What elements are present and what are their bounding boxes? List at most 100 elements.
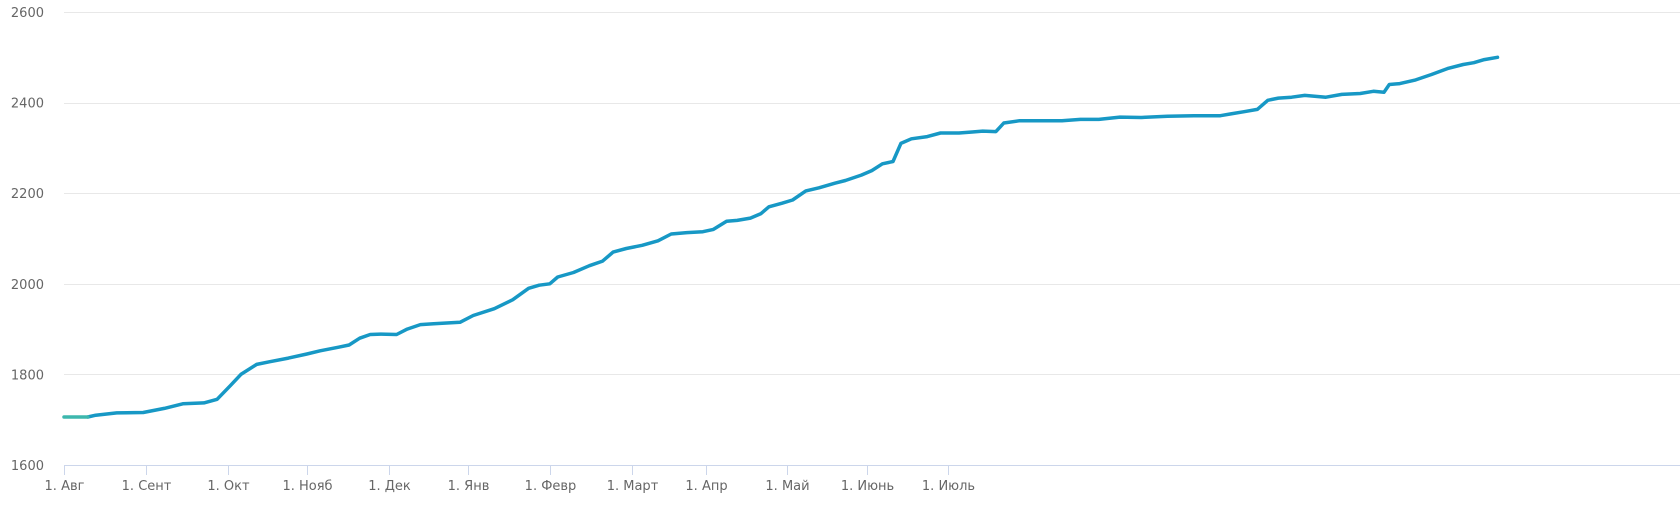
data-point: [980, 128, 986, 134]
series: [61, 54, 1501, 420]
x-tick-label: 1. Июнь: [841, 479, 894, 494]
data-point: [114, 410, 120, 416]
data-point: [201, 400, 207, 406]
data-point: [526, 285, 532, 291]
data-point: [1481, 57, 1487, 63]
data-point: [1495, 54, 1501, 60]
data-point: [317, 348, 323, 354]
data-point: [85, 414, 91, 420]
data-point: [1191, 113, 1197, 119]
data-point: [1460, 62, 1466, 68]
data-point: [140, 410, 146, 416]
data-point: [1397, 81, 1403, 87]
x-tick-label: 1. Апр: [685, 479, 727, 494]
data-point: [1165, 113, 1171, 119]
data-point: [1254, 106, 1260, 112]
data-point: [547, 281, 553, 287]
x-tick-label: 1. Сент: [122, 479, 172, 494]
data-point: [908, 136, 914, 142]
data-point: [858, 172, 864, 178]
data-point: [869, 168, 875, 174]
y-tick-label: 2000: [11, 278, 44, 293]
data-point: [1386, 82, 1392, 88]
data-point: [357, 335, 363, 341]
data-point: [938, 130, 944, 136]
data-point: [1077, 116, 1083, 122]
data-point: [457, 319, 463, 325]
data-point: [394, 332, 400, 338]
data-point: [790, 197, 796, 203]
data-point: [766, 204, 772, 210]
data-point: [1059, 118, 1065, 124]
data-point: [655, 238, 661, 244]
data-point: [684, 230, 690, 236]
y-tick-label: 2600: [11, 6, 44, 21]
data-point: [555, 274, 561, 280]
data-point: [586, 263, 592, 269]
data-point: [61, 414, 67, 420]
data-point: [710, 226, 716, 232]
data-point: [404, 326, 410, 332]
data-point: [816, 185, 822, 191]
x-tick-label: 1. Дек: [368, 479, 411, 494]
data-point: [417, 322, 423, 328]
data-point: [1228, 111, 1234, 117]
data-point: [1241, 109, 1247, 115]
data-point: [898, 140, 904, 146]
data-point: [1429, 72, 1435, 78]
data-point: [367, 332, 373, 338]
data-point: [1038, 118, 1044, 124]
data-point: [842, 178, 848, 184]
y-tick-label: 1800: [11, 368, 44, 383]
data-point: [1117, 114, 1123, 120]
data-point: [214, 396, 220, 402]
data-point: [536, 282, 542, 288]
x-tick-label: 1. Февр: [525, 479, 577, 494]
data-point: [600, 258, 606, 264]
data-point: [623, 246, 629, 252]
data-point: [747, 215, 753, 221]
x-tick-label: 1. Июль: [922, 479, 975, 494]
data-point: [924, 134, 930, 140]
data-point: [180, 401, 186, 407]
data-point: [993, 129, 999, 135]
data-point: [470, 313, 476, 319]
x-tick-label: 1. Март: [607, 479, 659, 494]
data-point: [1413, 77, 1419, 83]
data-point: [1444, 66, 1450, 72]
x-tick-label: 1. Май: [765, 479, 809, 494]
data-point: [1471, 60, 1477, 66]
data-point: [668, 231, 674, 237]
data-point: [378, 331, 384, 337]
data-point: [1001, 120, 1007, 126]
axes: 1600 1800 2000 2200 2400 2600 1. Авг 1. Сент 1. …: [11, 6, 1680, 494]
data-point: [238, 371, 244, 377]
data-point: [700, 229, 706, 235]
data-point: [639, 242, 645, 248]
data-point: [890, 159, 896, 165]
data-point: [227, 383, 233, 389]
y-tick-label: 2400: [11, 97, 44, 112]
data-point: [1096, 116, 1102, 122]
data-point: [346, 342, 352, 348]
data-point: [254, 361, 260, 367]
data-point: [758, 211, 764, 217]
data-point: [1289, 94, 1295, 100]
data-point: [1370, 88, 1376, 94]
data-point: [724, 218, 730, 224]
data-point: [1381, 89, 1387, 95]
y-tick-label: 2200: [11, 187, 44, 202]
data-point: [1339, 91, 1345, 97]
data-point: [956, 130, 962, 136]
data-point: [161, 405, 167, 411]
data-point: [803, 188, 809, 194]
series-line: [86, 55, 1500, 419]
data-point: [734, 217, 740, 223]
data-point: [1138, 115, 1144, 121]
data-point: [1323, 94, 1329, 100]
data-point: [1275, 95, 1281, 101]
data-point: [1017, 118, 1023, 124]
data-point: [969, 129, 975, 135]
data-point: [1217, 113, 1223, 119]
